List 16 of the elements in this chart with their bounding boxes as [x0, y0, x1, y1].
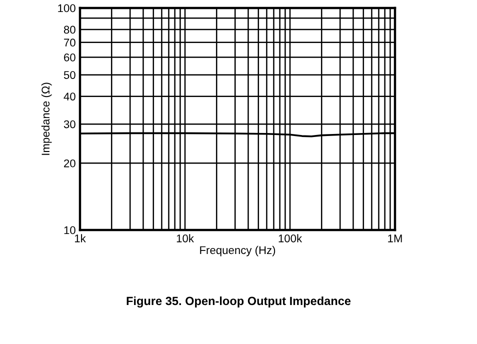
- x-tick-label: 100k: [278, 234, 302, 242]
- y-axis-title: Impedance (Ω): [41, 82, 52, 155]
- y-tick-label: 60: [64, 54, 76, 62]
- y-tick-label: 70: [64, 38, 76, 47]
- y-tick-label: 10: [64, 226, 76, 234]
- y-tick-label: 40: [64, 92, 76, 100]
- x-tick-label: 1k: [74, 234, 86, 242]
- y-tick-label: 50: [64, 71, 76, 79]
- y-tick-label: 20: [64, 159, 76, 168]
- x-axis-title: Frequency (Hz): [200, 246, 276, 256]
- caption: Figure 35. Open-loop Output Impedance: [126, 296, 351, 308]
- x-tick-label: 1M: [388, 234, 402, 242]
- y-tick-label: 30: [64, 120, 76, 128]
- y-tick-label: 100: [58, 4, 76, 12]
- y-tick-label: 80: [64, 26, 76, 34]
- x-tick-label: 10k: [176, 234, 194, 242]
